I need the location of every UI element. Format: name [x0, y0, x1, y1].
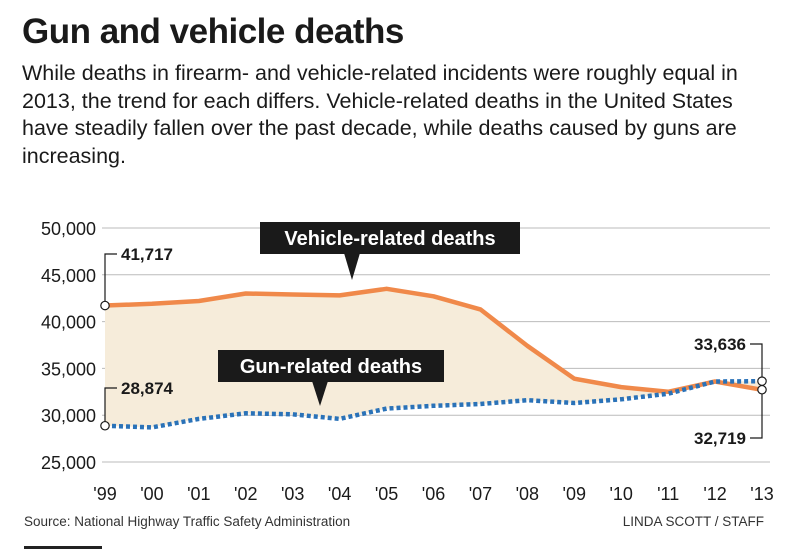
x-tick-label: '09	[563, 484, 586, 504]
series-label-vehicle: Vehicle-related deaths	[260, 222, 520, 280]
label-box	[260, 222, 520, 254]
x-tick-label: '11	[657, 484, 679, 504]
endpoint-marker	[100, 420, 110, 431]
annotation-leader	[104, 253, 117, 306]
annotation-label: 32,719	[694, 429, 746, 448]
y-tick-label: 40,000	[41, 313, 96, 333]
bottom-divider	[24, 546, 102, 549]
source-note: Source: National Highway Traffic Safety …	[24, 514, 351, 529]
series-line-vehicle	[104, 286, 763, 395]
y-axis-ticks: 25,000 30,000 35,000 40,000 45,000 50,000	[41, 219, 96, 473]
y-tick-label: 25,000	[41, 453, 96, 473]
x-tick-label: '03	[281, 484, 304, 504]
annotation-leader	[750, 343, 763, 382]
y-tick-label: 30,000	[41, 406, 96, 426]
x-tick-label: '13	[750, 484, 773, 504]
label-pointer	[312, 381, 328, 406]
x-tick-label: '05	[375, 484, 398, 504]
x-tick-label: '07	[469, 484, 492, 504]
x-tick-label: '04	[328, 484, 351, 504]
x-axis-ticks: '99 '00 '01 '02 '03 '04 '05 '06 '07 '08 '09 '10 '11 '…	[93, 484, 773, 504]
y-tick-label: 35,000	[41, 359, 96, 379]
line-chart: 25,000 30,000 35,000 40,000 45,000 50,000 '99…	[41, 219, 774, 504]
endpoint-marker	[757, 384, 767, 395]
label-pointer	[344, 253, 360, 280]
annotation-leader	[104, 387, 117, 426]
annotation-label: 33,636	[694, 335, 746, 354]
chart-title: Gun and vehicle deaths	[22, 12, 404, 51]
label-text: Gun-related deaths	[240, 356, 422, 378]
series-labels: Vehicle-related deaths Gun-related deaths	[218, 222, 520, 406]
chart-subtitle: While deaths in firearm- and vehicle-rel…	[22, 61, 738, 168]
endpoint-marker	[100, 300, 110, 311]
series-line-gun	[104, 378, 763, 430]
y-tick-label: 50,000	[41, 219, 96, 239]
y-tick-label: 45,000	[41, 266, 96, 286]
x-tick-label: '12	[703, 484, 726, 504]
x-tick-label: '08	[516, 484, 539, 504]
x-tick-label: '00	[140, 484, 163, 504]
annotation-label: 28,874	[121, 379, 174, 398]
x-tick-label: '01	[187, 484, 210, 504]
endpoint-marker	[757, 376, 767, 386]
value-annotations: 41,717 28,874 33,636 32,719	[100, 245, 767, 448]
x-tick-label: '10	[609, 484, 632, 504]
x-tick-label: '99	[93, 484, 116, 504]
annotation-label: 41,717	[121, 245, 173, 264]
credit-note: LINDA SCOTT / STAFF	[622, 514, 764, 529]
x-tick-label: '06	[422, 484, 445, 504]
label-box	[218, 350, 444, 382]
series-label-gun: Gun-related deaths	[218, 350, 444, 406]
label-text: Vehicle-related deaths	[284, 228, 495, 250]
x-tick-label: '02	[234, 484, 257, 504]
annotation-leader	[750, 389, 763, 439]
